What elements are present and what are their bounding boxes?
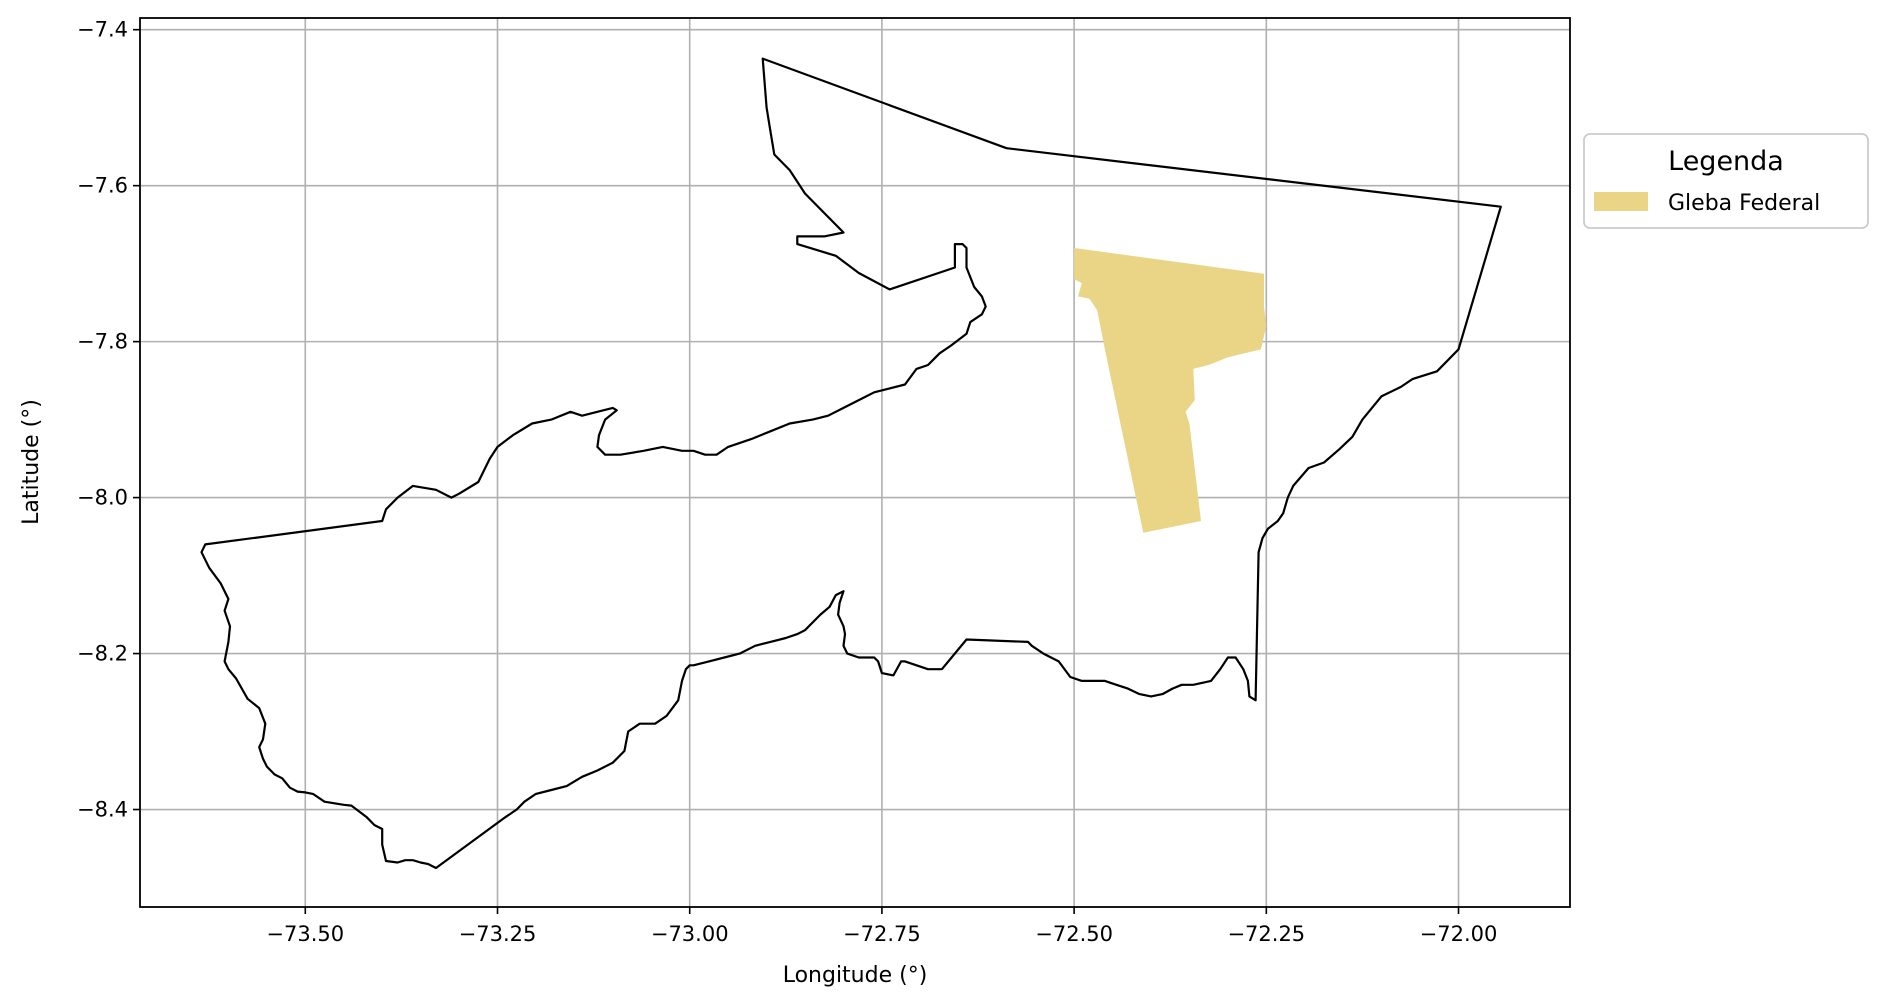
x-tick-label: −73.00: [651, 922, 729, 946]
x-tick-label: −72.75: [843, 922, 921, 946]
y-axis-label: Latitude (°): [19, 399, 44, 525]
x-tick-label: −72.25: [1227, 922, 1305, 946]
legend: Legenda Gleba Federal: [1584, 134, 1868, 228]
x-tick-label: −73.25: [459, 922, 537, 946]
y-tick-label: −7.6: [77, 174, 128, 198]
x-tick-label: −72.00: [1420, 922, 1498, 946]
y-tick-label: −8.4: [77, 798, 128, 822]
y-tick-label: −7.4: [77, 18, 128, 42]
x-axis-label: Longitude (°): [783, 963, 928, 988]
x-tick-label: −72.50: [1035, 922, 1113, 946]
y-tick-label: −7.8: [77, 330, 128, 354]
y-tick-label: −8.0: [77, 486, 128, 510]
legend-label-gleba-federal: Gleba Federal: [1668, 191, 1820, 216]
x-tick-label: −73.50: [266, 922, 344, 946]
y-tick-label: −8.2: [77, 642, 128, 666]
legend-title: Legenda: [1668, 146, 1784, 177]
legend-swatch-gleba-federal: [1594, 192, 1648, 211]
